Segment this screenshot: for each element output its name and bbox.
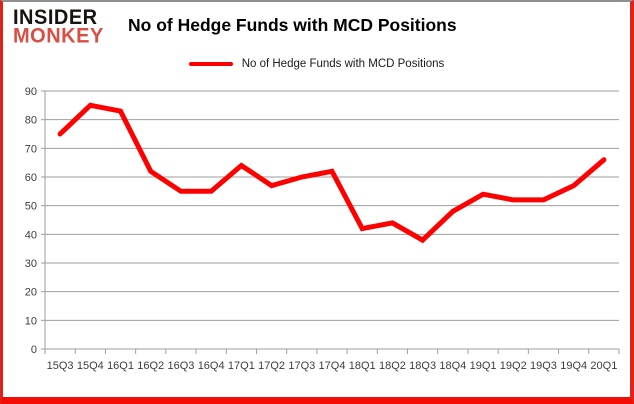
x-tick-label: 18Q4 [439,360,466,372]
x-tick-label: 17Q4 [319,360,346,372]
y-tick-label: 90 [25,86,37,98]
x-tick-label: 17Q3 [288,360,315,372]
x-tick-label: 17Q2 [258,360,285,372]
x-tick-label: 18Q2 [379,360,406,372]
data-line-mcd-positions [57,102,607,244]
line-chart: 0 10 20 30 40 50 60 70 80 90 15Q3 15Q4 16Q1 16Q2 16Q3 1… [25,86,620,372]
y-tick-label: 60 [25,172,37,184]
chart-title: No of Hedge Funds with MCD Positions [128,15,457,35]
y-tick-label: 0 [31,344,37,356]
logo-text-monkey: MONKEY [13,25,104,49]
legend-line-swatch [188,62,233,66]
x-tick-label: 16Q3 [167,360,194,372]
x-tick-label: 16Q1 [107,360,134,372]
x-tick-label: 19Q1 [470,360,497,372]
y-tick-label: 70 [25,143,37,155]
x-tick-label: 15Q4 [77,360,104,372]
legend-label: No of Hedge Funds with MCD Positions [241,58,445,70]
y-tick-label: 30 [25,258,37,270]
x-tick-label: 18Q3 [409,360,436,372]
x-tick-label: 18Q1 [349,360,376,372]
x-tick-label: 17Q1 [228,360,255,372]
logo-text-insider: INSIDER [13,5,98,30]
y-tick-label: 20 [25,287,37,299]
y-tick-label: 50 [25,201,37,213]
y-tick-label: 10 [25,315,37,327]
x-tick-label: 16Q2 [137,360,164,372]
insider-monkey-logo: INSIDER MONKEY [13,5,125,49]
x-tick-label: 19Q4 [560,360,587,372]
x-tick-label: 19Q2 [500,360,527,372]
x-tick-label: 19Q3 [530,360,557,372]
y-tick-label: 80 [25,115,37,127]
x-tick-label: 15Q3 [47,360,74,372]
x-tick-label: 20Q1 [590,360,617,372]
y-tick-label: 40 [25,229,37,241]
x-tick-label: 16Q4 [198,360,225,372]
legend: No of Hedge Funds with MCD Positions [3,58,630,70]
